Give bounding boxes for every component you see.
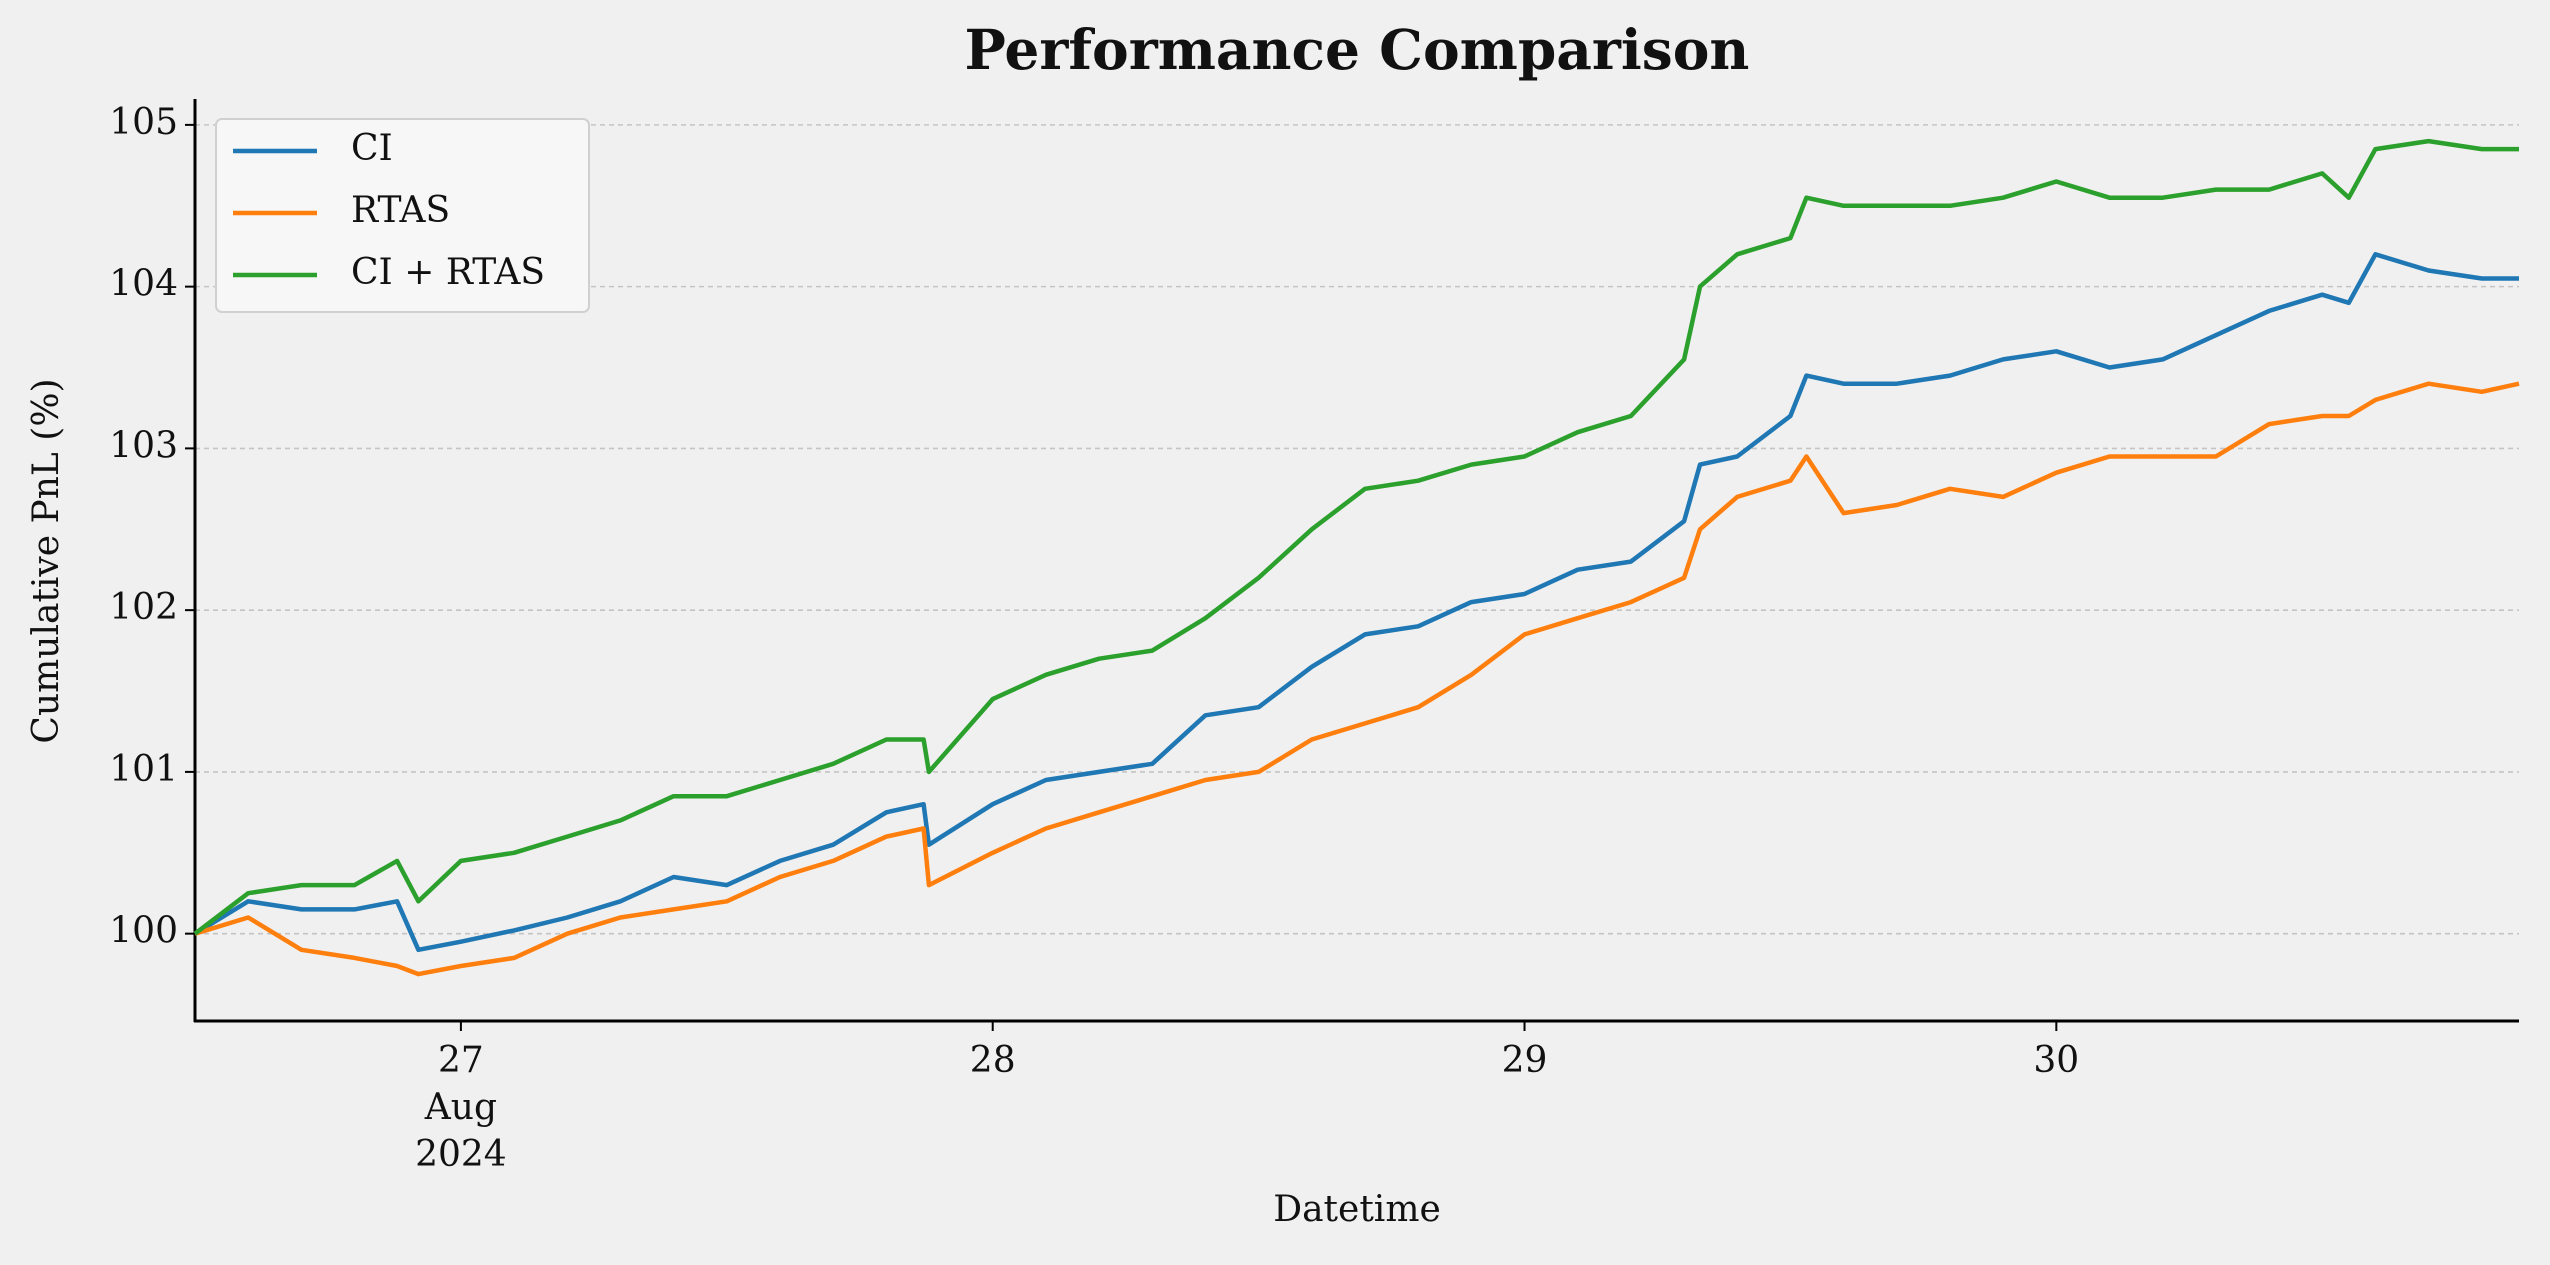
- y-tick-label: 104: [109, 264, 178, 305]
- x-tick-label: 28: [970, 1040, 1016, 1081]
- legend-label: CI: [351, 128, 393, 169]
- x-tick-label: 30: [2033, 1040, 2079, 1081]
- chart-title: Performance Comparison: [965, 17, 1750, 82]
- x-tick-label: 2024: [415, 1134, 507, 1175]
- data-line: [193, 138, 2519, 936]
- x-tick-label: 29: [1502, 1040, 1548, 1081]
- data-line: [194, 381, 2520, 977]
- data-line: [193, 252, 2519, 953]
- legend: CI RTAS CI + RTAS: [215, 118, 590, 313]
- x-tick-label: Aug: [424, 1087, 497, 1128]
- legend-label: CI + RTAS: [351, 252, 545, 293]
- x-tick-label: 27: [438, 1040, 484, 1081]
- y-tick-label: 102: [109, 587, 178, 628]
- y-tick-label: 105: [109, 102, 178, 143]
- y-tick-label: 101: [109, 749, 178, 790]
- y-tick-label: 103: [109, 425, 178, 466]
- y-axis-label: Cumulative PnL (%): [26, 378, 67, 743]
- legend-box: [215, 118, 590, 313]
- y-tick-label: 100: [109, 911, 178, 952]
- legend-label: RTAS: [351, 190, 450, 231]
- x-axis-label: Datetime: [1273, 1189, 1441, 1230]
